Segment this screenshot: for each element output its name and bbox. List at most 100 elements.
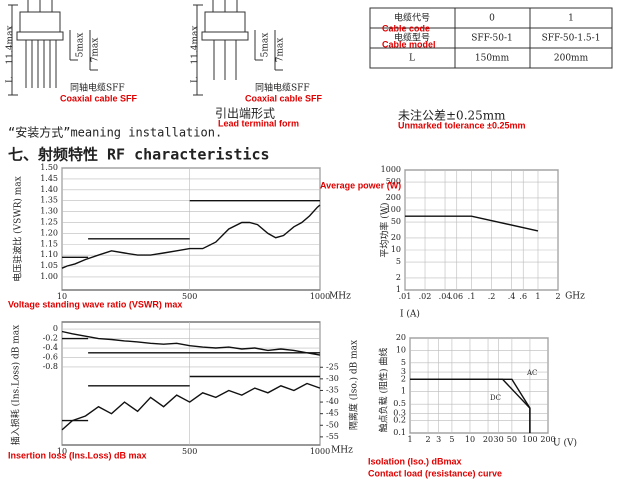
connector-base (201, 31, 249, 41)
table-cell: SFF-50-1 (471, 34, 513, 44)
y-axis-label: 平均功率 (W) (379, 202, 391, 257)
plot-frame (409, 337, 549, 434)
y-tick-label: 1.10 (40, 250, 58, 259)
caption: Average power (W) (320, 180, 401, 190)
y-tick-label: 50 (391, 217, 401, 226)
max-length: 11.4max (6, 25, 16, 64)
tolerance: 未注公差±0.25mm (398, 108, 506, 123)
x-tick-label: 50 (507, 435, 517, 444)
y-tick-label: 10 (396, 345, 406, 354)
y-tick-label: 20 (391, 233, 401, 242)
caption: Contact load (resistance) curve (368, 468, 502, 478)
table-border (369, 7, 613, 69)
lead-terminal-en: Lead terminal form (218, 118, 299, 128)
y-tick-label: 1 (396, 285, 401, 294)
y-tick-label: 0 (53, 324, 58, 333)
y-tick-label: 20 (396, 333, 406, 342)
y2-tick-label: -40 (326, 397, 339, 406)
y2-tick-label: -45 (326, 409, 339, 418)
x-tick-label: .04 (439, 292, 452, 301)
data-line (62, 200, 320, 258)
data-line (61, 382, 321, 431)
x-unit: U (V) (553, 438, 577, 449)
data-line (62, 375, 320, 422)
x-tick-label: .4 (508, 292, 516, 301)
y-tick-label: 2 (396, 273, 401, 282)
y-tick-label: -0.4 (43, 343, 58, 352)
x-tick-label: .02 (419, 292, 432, 301)
y-axis-label: 电压驻波比 (VSWR) max (12, 176, 24, 281)
y-tick-label: -0.8 (43, 362, 58, 371)
connector-body (204, 11, 246, 33)
y-tick-label: 0.1 (393, 428, 406, 437)
y2-tick-label: -30 (326, 374, 339, 383)
caption: Isolation (Iso.) dBmax (368, 456, 462, 466)
connector-body (19, 11, 61, 33)
tolerance-en: Unmarked tolerance ±0.25mm (398, 120, 526, 130)
max-length: 11.4max (191, 25, 201, 64)
x-unit: MHz (329, 292, 351, 302)
lead-terminal: 引出端形式 (215, 107, 275, 121)
series-label: AC (526, 369, 537, 377)
y-tick-label: 1.20 (40, 228, 58, 237)
plot-frame (61, 321, 321, 446)
table-cell: 0 (489, 14, 495, 24)
x-tick-label: 1 (407, 435, 412, 444)
cable-label-en: Coaxial cable SFF (60, 93, 138, 103)
section-title: 七、射频特性 RF characteristics (8, 146, 270, 164)
caption: Insertion loss (Ins.Loss) dB max (8, 450, 147, 460)
x-unit: MHz (331, 446, 353, 456)
data-line (61, 204, 321, 269)
y-tick-label: 3 (401, 367, 406, 376)
table-cell: SFF-50-1.5-1 (542, 34, 601, 44)
y2-tick-label: -50 (326, 420, 339, 429)
y-tick-label: 2 (401, 374, 406, 383)
x-tick-label: 500 (182, 447, 197, 456)
data-line (61, 330, 321, 356)
y-tick-label: 1.25 (40, 217, 58, 226)
y-tick-label: 1.05 (40, 261, 58, 270)
y-tick-label: 1.30 (40, 207, 58, 216)
y-tick-label: 100 (386, 205, 401, 214)
x-tick-label: .6 (519, 292, 527, 301)
y-tick-label: 1.35 (40, 196, 58, 205)
y-axis-label: 插入损耗 (Ins.Loss) dB max (10, 325, 22, 445)
y-tick-label: 0.2 (393, 416, 406, 425)
y2-tick-label: -35 (326, 385, 339, 394)
y-tick-label: 1.50 (40, 163, 58, 172)
dim-label: 7max (91, 38, 101, 63)
y2-axis-label: 隔离度 (Iso.) dB max (348, 340, 360, 430)
cable-label: 同轴电缆SFF (255, 82, 310, 94)
x-tick-label: 10 (465, 435, 475, 444)
y-tick-label: 1.40 (40, 185, 58, 194)
y-tick-label: 5 (396, 257, 401, 266)
y-tick-label: 0.5 (393, 399, 406, 408)
x-tick-label: 500 (182, 292, 197, 301)
data-line (410, 378, 531, 433)
y-tick-label: 5 (401, 358, 406, 367)
x-tick-label: 1 (535, 292, 540, 301)
x-tick-label: 200 (540, 435, 555, 444)
cable-label: 同轴电缆SFF (70, 82, 125, 94)
y2-tick-label: -55 (326, 432, 339, 441)
connector-base (16, 31, 64, 41)
y-tick-label: 0.3 (393, 408, 406, 417)
x-tick-label: .01 (399, 292, 412, 301)
x-tick-label: 10 (57, 292, 67, 301)
y-tick-label: 500 (386, 177, 401, 186)
y-axis-label: 触点负载 (阻性) 曲线 (378, 348, 390, 433)
length-label: L (191, 77, 201, 83)
table-lines (370, 8, 612, 68)
data-line (62, 337, 320, 354)
installation-note: “安装方式”meaning installation. (8, 125, 222, 140)
dim-label: 5max (261, 33, 271, 58)
y-tick-label: 200 (386, 193, 401, 202)
dim-label: 7max (276, 38, 286, 63)
x-tick-label: 3 (436, 435, 441, 444)
y-tick-label: -0.6 (43, 352, 58, 361)
x-tick-label: .2 (488, 292, 496, 301)
x-tick-label: .06 (450, 292, 463, 301)
dim-label: 5max (76, 33, 86, 58)
connector-lines (8, 0, 98, 96)
y-tick-label: 1 (401, 387, 406, 396)
